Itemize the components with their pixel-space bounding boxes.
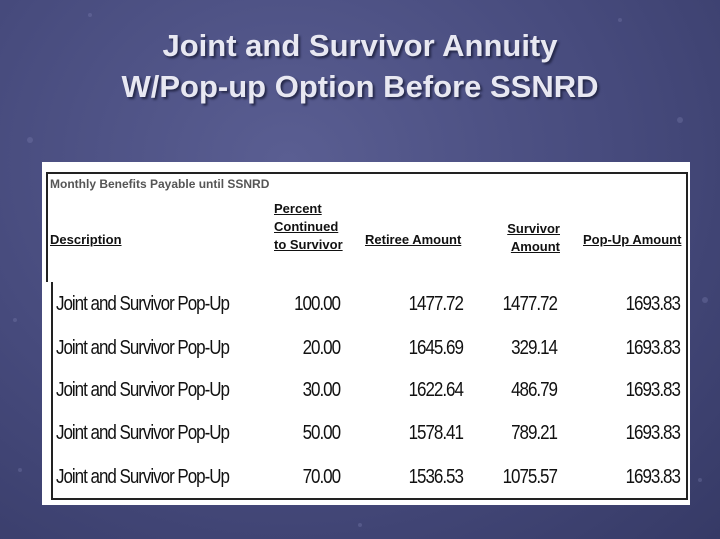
cell: 100.00 xyxy=(294,293,341,315)
cell: Joint and Survivor Pop-Up xyxy=(56,466,230,488)
cell: 1477.72 xyxy=(408,293,464,315)
cell: 1578.41 xyxy=(408,422,464,444)
header-frame xyxy=(46,172,688,282)
cell: 1645.69 xyxy=(408,337,464,359)
cell: 1536.53 xyxy=(408,466,464,488)
cell: 20.00 xyxy=(302,337,341,359)
cell: 1693.83 xyxy=(625,293,681,315)
cell: 1693.83 xyxy=(625,422,681,444)
cell: 30.00 xyxy=(302,379,341,401)
cell: 329.14 xyxy=(511,337,558,359)
table-sheet xyxy=(42,162,690,505)
body-frame xyxy=(51,282,688,500)
cell: 789.21 xyxy=(511,422,558,444)
column-header: Retiree Amount xyxy=(365,232,462,247)
cell: Joint and Survivor Pop-Up xyxy=(56,379,230,401)
cell: Joint and Survivor Pop-Up xyxy=(56,422,230,444)
cell: 1693.83 xyxy=(625,379,681,401)
table-caption: Monthly Benefits Payable until SSNRD xyxy=(50,177,270,191)
cell: Joint and Survivor Pop-Up xyxy=(56,293,230,315)
cell: 486.79 xyxy=(511,379,558,401)
cell: 1477.72 xyxy=(502,293,558,315)
title-line: W/Pop-up Option Before SSNRD xyxy=(121,69,599,104)
cell: 70.00 xyxy=(302,466,341,488)
cell: 1693.83 xyxy=(625,337,681,359)
cell: Joint and Survivor Pop-Up xyxy=(56,337,230,359)
column-header: Percent Continued to Survivor xyxy=(274,201,343,252)
column-header: Description xyxy=(50,232,122,247)
column-header: Pop-Up Amount xyxy=(583,232,682,247)
cell: 50.00 xyxy=(302,422,341,444)
title-line: Joint and Survivor Annuity xyxy=(162,28,558,63)
cell: 1622.64 xyxy=(408,379,464,401)
cell: 1075.57 xyxy=(502,466,558,488)
column-header: Survivor Amount xyxy=(507,221,560,254)
cell: 1693.83 xyxy=(625,466,681,488)
